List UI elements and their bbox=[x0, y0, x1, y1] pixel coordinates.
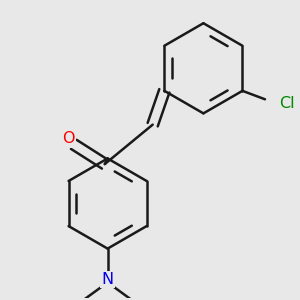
Text: N: N bbox=[101, 272, 114, 287]
Text: O: O bbox=[62, 131, 74, 146]
Text: Cl: Cl bbox=[279, 96, 295, 111]
